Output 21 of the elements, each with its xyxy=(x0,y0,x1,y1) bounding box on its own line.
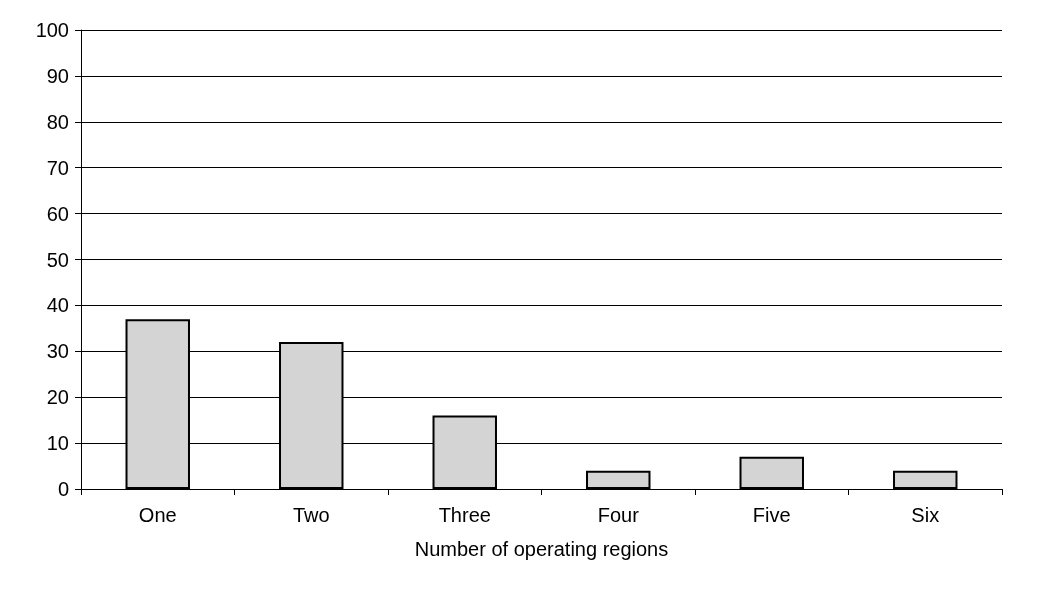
y-tick-label: 0 xyxy=(57,478,69,500)
y-tick-label: 70 xyxy=(46,156,69,179)
x-tick-label: Four xyxy=(597,504,640,526)
x-tick-label: Two xyxy=(292,504,330,526)
y-tick-label: 30 xyxy=(46,340,69,363)
bar xyxy=(586,470,651,489)
y-tick-label: 20 xyxy=(46,386,69,409)
x-tick-label: One xyxy=(138,504,177,526)
y-tick-label: 10 xyxy=(46,432,69,455)
y-tick-label: 80 xyxy=(46,110,69,133)
bar xyxy=(893,470,958,489)
x-tick-label: Six xyxy=(911,504,940,526)
y-tick-label: 90 xyxy=(46,64,69,87)
y-tick-label: 40 xyxy=(46,294,69,317)
x-tick-label: Five xyxy=(752,504,791,526)
y-tick-label: 60 xyxy=(46,202,69,225)
x-tick-label: Three xyxy=(438,504,491,526)
y-tick-label: 50 xyxy=(46,248,69,271)
x-axis-title: Number of operating regions xyxy=(414,538,669,560)
bar xyxy=(739,456,804,489)
y-tick-label: 100 xyxy=(35,19,69,41)
